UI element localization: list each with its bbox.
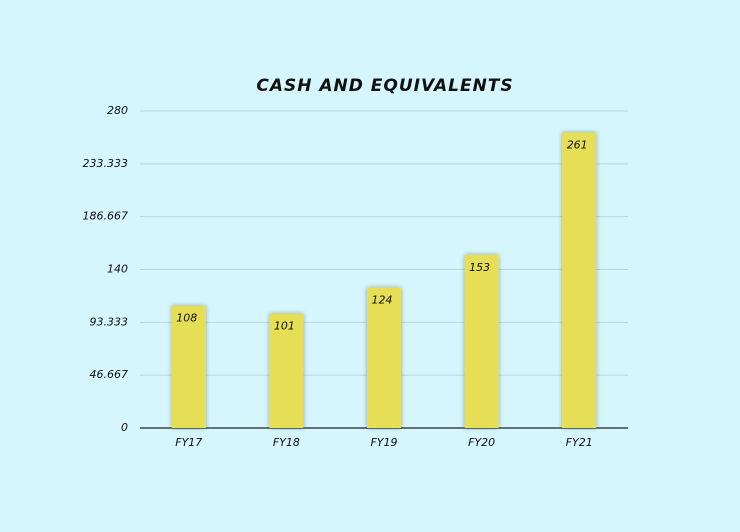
x-tick-label: FY19 <box>370 436 397 449</box>
y-tick-label: 0 <box>121 421 128 434</box>
x-tick-label: FY21 <box>566 436 593 449</box>
y-tick-label: 93.333 <box>90 315 129 328</box>
data-label: 261 <box>567 139 588 152</box>
data-label: 108 <box>176 312 197 325</box>
x-tick-label: FY20 <box>468 436 495 449</box>
y-tick-label: 233.333 <box>83 157 129 170</box>
bar <box>464 254 499 428</box>
y-tick-label: 140 <box>107 263 128 276</box>
data-label: 153 <box>469 261 490 274</box>
y-tick-label: 46.667 <box>90 368 129 381</box>
data-label: 124 <box>372 294 393 307</box>
bar <box>367 287 401 428</box>
bar <box>269 313 304 428</box>
y-tick-label: 280 <box>107 104 128 117</box>
x-tick-label: FY18 <box>273 436 300 449</box>
data-label: 101 <box>274 320 295 333</box>
bar <box>171 305 206 428</box>
y-tick-label: 186.667 <box>83 210 129 223</box>
bar <box>562 132 597 428</box>
x-tick-label: FY17 <box>175 436 202 449</box>
chart-title: CASH AND EQUIVALENTS <box>256 76 513 96</box>
